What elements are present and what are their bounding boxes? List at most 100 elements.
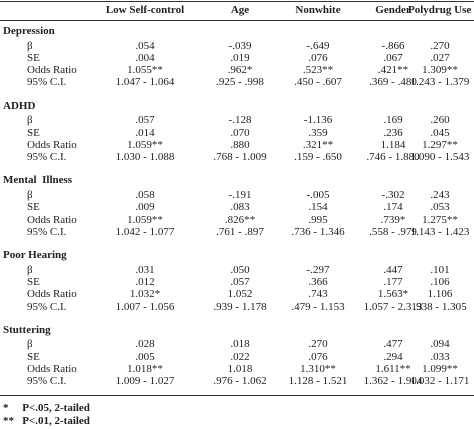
cell: .925 - .998 [216, 76, 264, 89]
bottom-rule [0, 395, 474, 396]
cell: 1.052 [227, 288, 253, 301]
column-header: Nonwhite [295, 4, 341, 16]
cell: 1.309** [422, 64, 458, 77]
cell: .260 [430, 114, 450, 127]
header-rule [0, 20, 474, 21]
cell: .019 [230, 51, 250, 64]
column-header: Age [230, 4, 250, 16]
cell: .027 [430, 51, 450, 64]
cell: .094 [430, 338, 450, 351]
cell: 1.032 - 1.171 [410, 375, 470, 388]
cell: .270 [430, 39, 450, 52]
cell: .739* [380, 213, 406, 226]
row-label: SE [27, 350, 40, 363]
cell: .523** [302, 64, 334, 77]
cell: .174 [383, 201, 403, 214]
row-label: 95% C.I. [27, 375, 67, 388]
cell: 1.563* [377, 288, 409, 301]
row-label: 95% C.I. [27, 151, 67, 164]
cell: .826** [224, 213, 256, 226]
cell: .050 [230, 263, 250, 276]
section-title: Depression [3, 25, 55, 37]
cell: .053 [430, 201, 450, 214]
cell: .421** [377, 64, 409, 77]
cell: .294 [383, 350, 403, 363]
row-label: Odds Ratio [27, 213, 77, 226]
cell: 1.047 - 1.064 [115, 76, 175, 89]
section-title: Stuttering [3, 323, 51, 336]
cell: 1.090 - 1.543 [410, 151, 470, 164]
top-rule [0, 1, 474, 2]
cell: .005 [135, 350, 155, 363]
cell: .014 [135, 126, 155, 139]
cell: .045 [430, 126, 450, 139]
cell: 1.143 - 1.423 [410, 225, 470, 238]
row-label: Odds Ratio [27, 64, 77, 77]
row-label: 95% C.I. [27, 76, 67, 89]
row-label: β [27, 114, 33, 127]
cell: 1.128 - 1.521 [288, 375, 348, 388]
cell: .447 [383, 263, 403, 276]
cell: .479 - 1.153 [291, 300, 345, 313]
cell: 1.009 - 1.027 [115, 375, 175, 388]
cell: .009 [135, 201, 155, 214]
column-header: Gender [375, 4, 411, 16]
section-title: Poor Hearing [3, 249, 67, 262]
cell: .159 - .650 [294, 151, 342, 164]
cell: .743 [308, 288, 328, 301]
row-label: β [27, 39, 33, 52]
cell: .450 - .607 [294, 76, 342, 89]
row-label: SE [27, 201, 40, 214]
cell: 1.297** [422, 138, 458, 151]
cell: -.005 [306, 188, 330, 201]
cell: -1.136 [303, 114, 333, 127]
cell: .359 [308, 126, 328, 139]
cell: -.128 [228, 114, 252, 127]
cell: 1.310** [300, 362, 336, 375]
cell: .270 [308, 338, 328, 351]
cell: .177 [383, 275, 403, 288]
cell: .558 - .979 [369, 225, 417, 238]
column-header: Low Self-control [105, 4, 185, 16]
cell: 1.184 [380, 138, 406, 151]
cell: 1.099** [422, 362, 458, 375]
cell: .236 [383, 126, 403, 139]
cell: 1.018** [127, 362, 163, 375]
cell: .033 [430, 350, 450, 363]
column-header: Polydrug Use [408, 4, 472, 16]
cell: .154 [308, 201, 328, 214]
cell: .169 [383, 114, 403, 127]
cell: 1.007 - 1.056 [115, 300, 175, 313]
cell: .018 [230, 338, 250, 351]
row-label: 95% C.I. [27, 300, 67, 313]
row-label: SE [27, 51, 40, 64]
section-title: ADHD [3, 99, 36, 112]
cell: 1.057 - 2.313 [363, 300, 423, 313]
cell: .746 - 1.880 [366, 151, 420, 164]
cell: .057 [230, 275, 250, 288]
cell: .106 [430, 275, 450, 288]
cell: .101 [430, 263, 450, 276]
cell: 1.018 [227, 362, 253, 375]
cell: 1.362 - 1.904 [363, 375, 423, 388]
cell: .054 [135, 39, 155, 52]
cell: .736 - 1.346 [291, 225, 345, 238]
row-label: β [27, 188, 33, 201]
cell: .031 [135, 263, 155, 276]
cell: 1.106 [427, 288, 453, 301]
row-label: Odds Ratio [27, 138, 77, 151]
cell: .761 - .897 [216, 225, 264, 238]
cell: 1.032* [129, 288, 161, 301]
cell: 1.611** [375, 362, 411, 375]
cell: .076 [308, 350, 328, 363]
cell: 1.042 - 1.077 [115, 225, 175, 238]
cell: .962* [227, 64, 253, 77]
cell: .880 [230, 138, 250, 151]
cell: .243 [430, 188, 450, 201]
cell: -.297 [306, 263, 330, 276]
cell: 1.275** [422, 213, 458, 226]
cell: .057 [135, 114, 155, 127]
footnote: ** P<.01, 2-tailed [3, 415, 90, 427]
cell: .004 [135, 51, 155, 64]
row-label: SE [27, 275, 40, 288]
